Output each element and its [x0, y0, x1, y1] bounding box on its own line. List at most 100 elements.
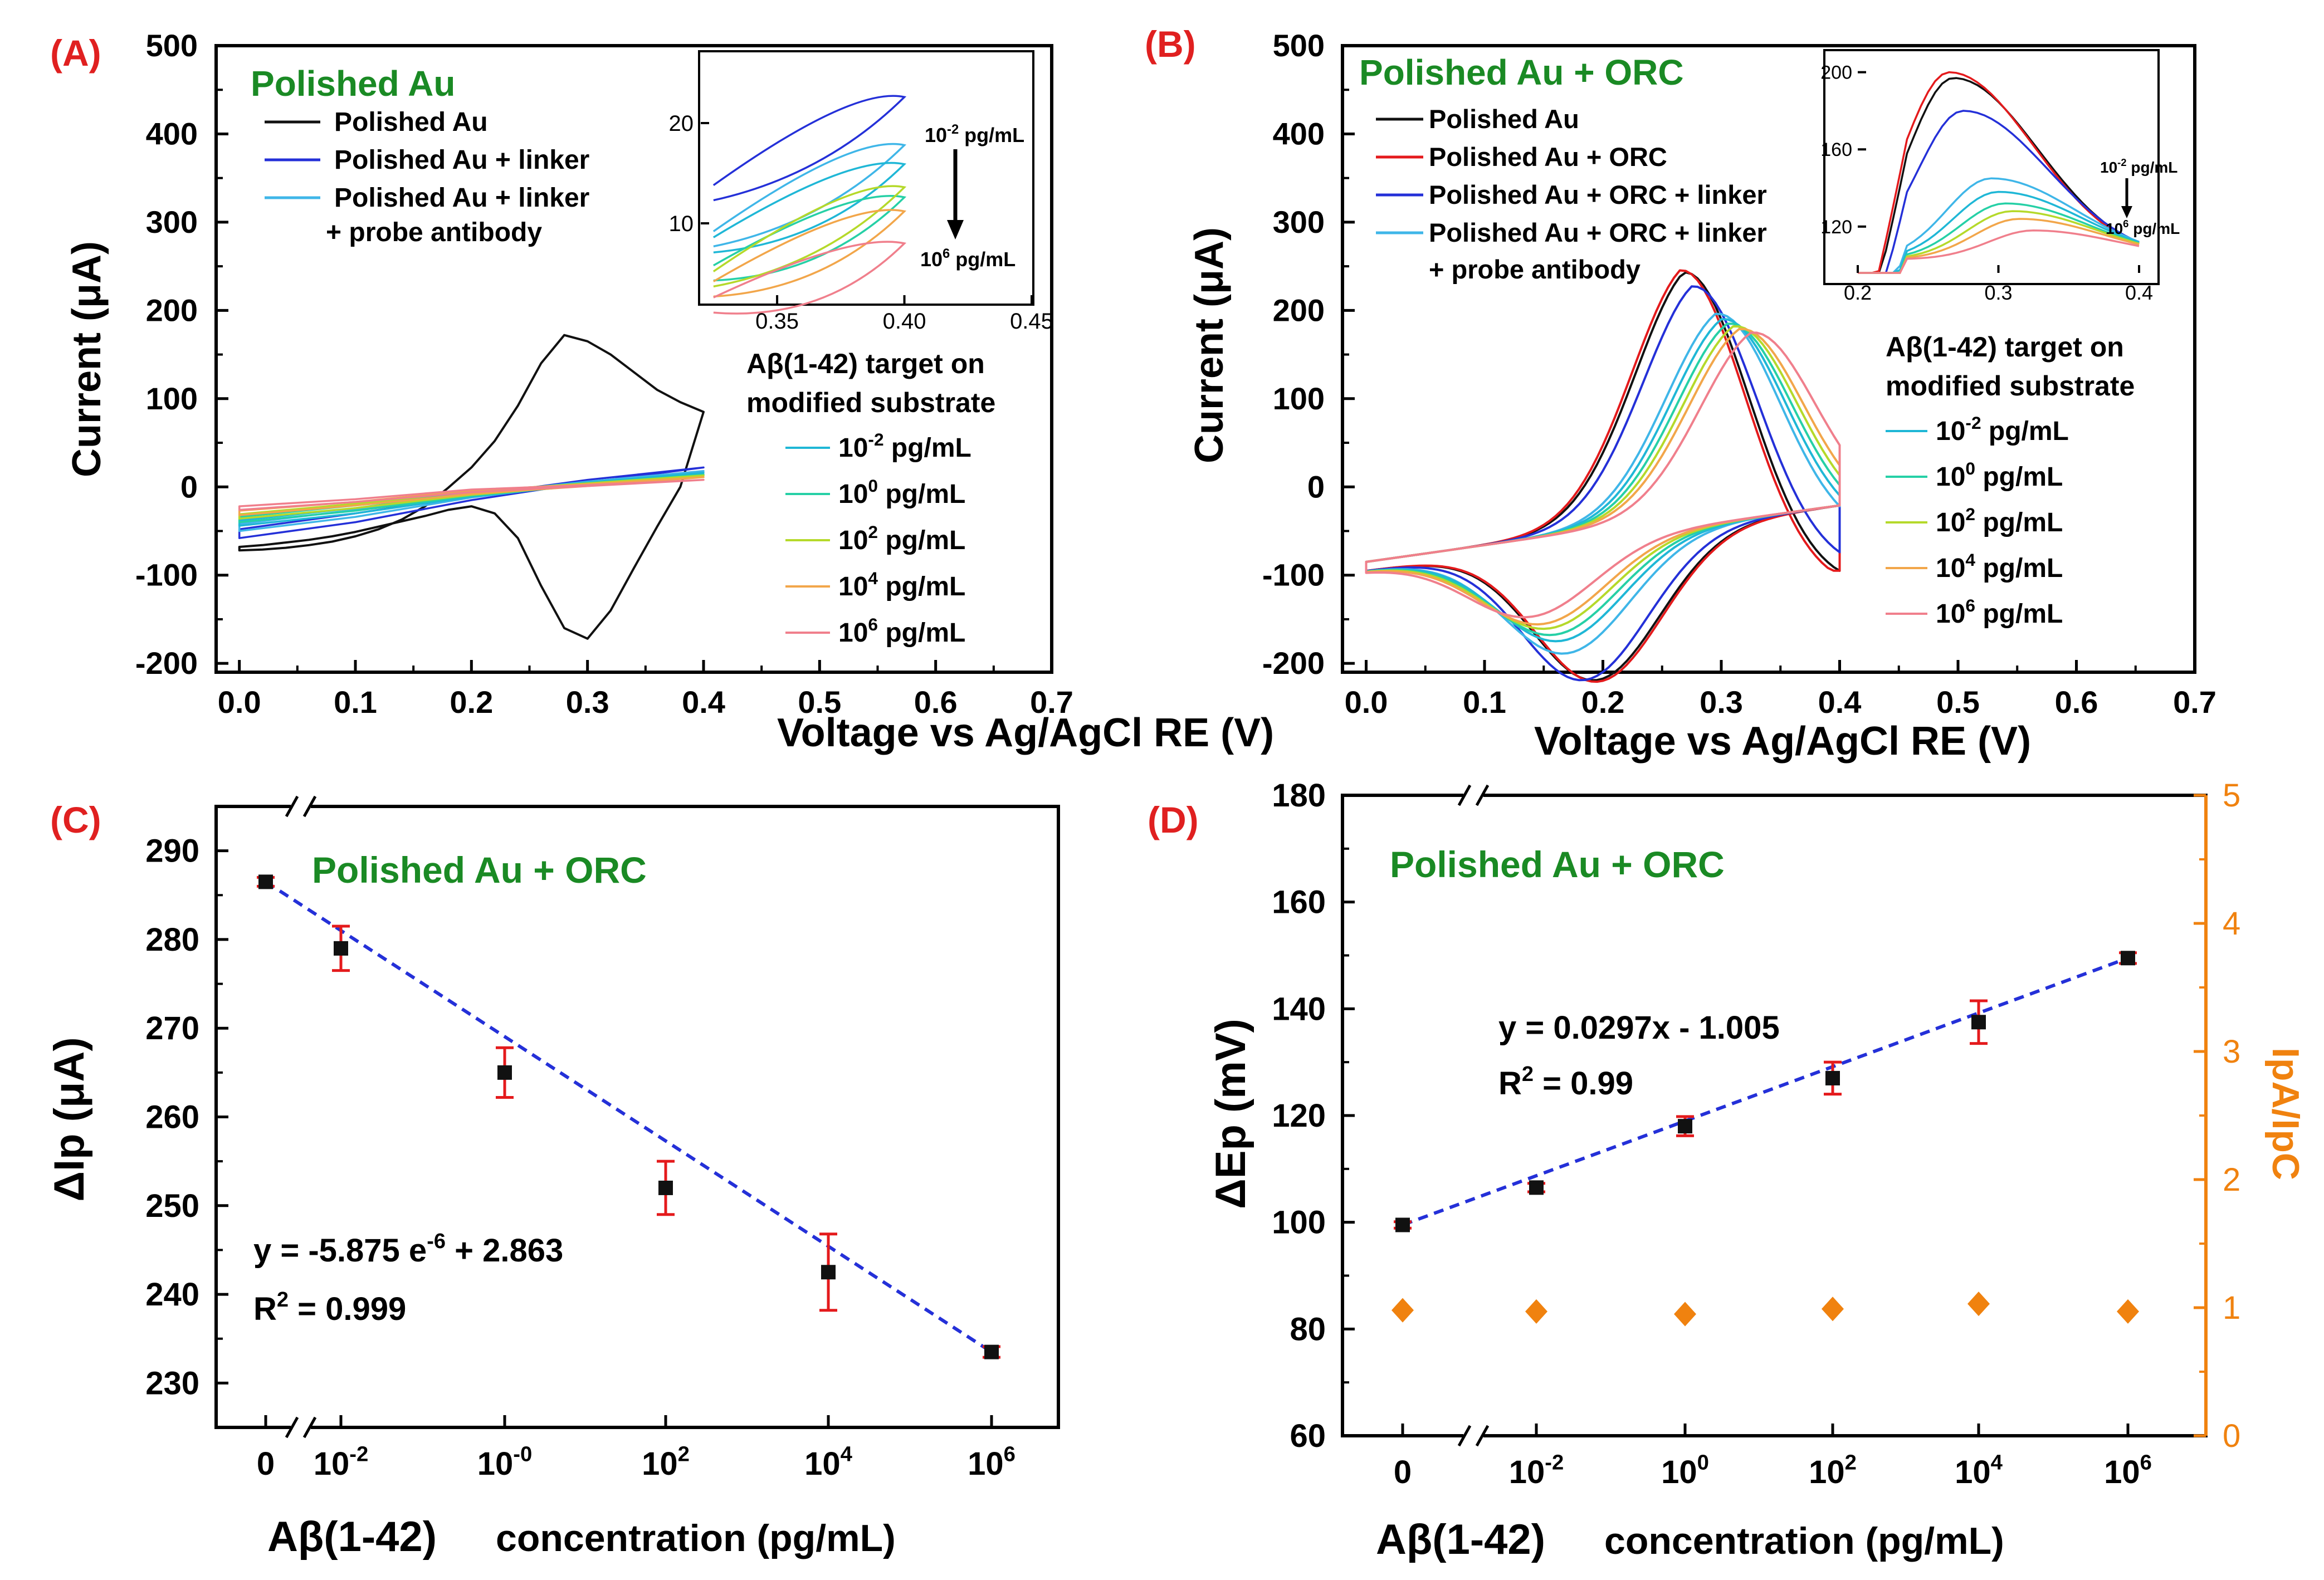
panel-d-axes: 60 80 100 120 140 160 180 0 10-2 100 102 104 106 0 1 2 3…: [1272, 777, 2240, 1490]
panel-a-xlabel: Voltage vs Ag/AgCl RE (V): [777, 711, 1274, 755]
target-title: modified substrate: [746, 387, 995, 418]
panel-b-inset-frame: [1823, 49, 2160, 285]
inset-y-tick-label: 10: [669, 212, 694, 236]
y-tick-label: 180: [1272, 777, 1326, 814]
panel-b-ylabel: Current (μA): [1187, 227, 1232, 463]
x-tick-label: 0: [257, 1446, 275, 1482]
panel-c: (C) 230 240 250 260 270 280 290 0 10-2 10-0 102 104…: [46, 795, 1060, 1561]
ratio-point: [1967, 1292, 1990, 1317]
panel-a-curves: [238, 334, 705, 640]
panel-d-frame: [1341, 794, 2208, 1437]
panel-d-r2: R2 = 0.99: [1498, 1063, 1633, 1102]
x-tick-label: 0.2: [450, 684, 493, 720]
inset-arrow-top-label: 10-2 pg/mL: [2100, 156, 2177, 176]
ratio-point: [1392, 1298, 1414, 1323]
right-y-tick-label: 2: [2223, 1162, 2240, 1198]
legend-label: 100 pg/mL: [838, 476, 965, 509]
y-tick-label: 0: [180, 469, 198, 504]
inset-y-tick-label: 120: [1820, 217, 1852, 238]
inset-curve: [1858, 190, 2140, 274]
panel-d-title: Polished Au + ORC: [1390, 844, 1725, 885]
right-y-tick-label: 3: [2223, 1034, 2240, 1070]
y-tick-label: 80: [1290, 1311, 1326, 1347]
panel-c-frame: [214, 805, 1060, 1429]
legend-label: Polished Au: [1429, 104, 1579, 134]
data-point: [497, 1065, 512, 1080]
cv-curve: [238, 478, 705, 511]
legend-label: + probe antibody: [326, 218, 542, 247]
y-tick-label: -200: [1262, 645, 1325, 681]
cv-curve: [1365, 327, 1841, 626]
inset-curve: [712, 162, 907, 253]
inset-arrow-top-label: 10-2 pg/mL: [925, 122, 1024, 146]
right-y-tick-label: 5: [2223, 777, 2240, 814]
x-tick-label: 0.4: [682, 684, 725, 720]
panel-d-letter: (D): [1148, 799, 1199, 840]
inset-x-tick-label: 0.4: [2125, 281, 2153, 304]
ratio-point: [1822, 1297, 1844, 1322]
legend-label: 104 pg/mL: [1936, 550, 2063, 583]
panel-a-inset: 0.35 0.40 0.45 10 20 10-2 pg/mL 106 pg/mL: [669, 95, 1053, 334]
legend-label: 102 pg/mL: [1936, 504, 2063, 537]
panel-b-inset: 0.2 0.3 0.4 120 160 200 10-2 pg/mL 106 pg/mL: [1820, 62, 2180, 304]
y-tick-label: 140: [1272, 991, 1326, 1027]
target-title: modified substrate: [1886, 370, 2135, 402]
legend-label: 10-2 pg/mL: [838, 429, 971, 463]
panel-b-frame: [1341, 44, 2196, 674]
data-point: [1395, 1217, 1410, 1232]
data-point: [1529, 1180, 1544, 1195]
y-tick-label: -200: [135, 645, 198, 681]
panel-b-target-legend: Aβ(1-42) target on modified substrate 10-2…: [1886, 331, 2135, 629]
axis-break-mark: [1475, 784, 1490, 806]
y-tick-label: 160: [1272, 884, 1326, 921]
y-tick-label: -100: [135, 557, 198, 593]
y-tick-label: 250: [145, 1188, 199, 1224]
x-tick-label: 0.5: [1936, 684, 1980, 720]
axis-break-mark: [1457, 1425, 1472, 1447]
panel-c-xlabel-a: Aβ(1-42): [267, 1513, 437, 1561]
right-y-tick-label: 1: [2223, 1290, 2240, 1326]
panel-a-frame: [214, 44, 1053, 674]
inset-curve: [1858, 177, 2140, 274]
legend-label: 100 pg/mL: [1936, 458, 2063, 492]
inset-curve: [712, 195, 907, 282]
legend-label: Polished Au + ORC + linker: [1429, 218, 1767, 247]
inset-arrow-head: [2121, 206, 2132, 218]
cv-curve: [238, 466, 705, 539]
y-tick-label: 60: [1290, 1418, 1326, 1454]
y-tick-label: 230: [145, 1365, 199, 1401]
panel-c-ylabel: ΔIp (μA): [46, 1037, 93, 1201]
right-y-tick-label: 4: [2223, 906, 2240, 942]
panel-b-axes: 0.0 0.1 0.2 0.3 0.4 0.5 0.6 0.7 -200 -100 0 100 200 3…: [1262, 28, 2216, 720]
data-point: [1971, 1015, 1986, 1030]
y-tick-label: 500: [1273, 28, 1325, 63]
axis-break-mark: [285, 795, 299, 818]
panel-d-points: [1392, 951, 2139, 1327]
x-tick-label: 0.1: [1463, 684, 1506, 720]
x-tick-label: 0.1: [334, 684, 377, 720]
axis-break-mark: [302, 1416, 317, 1439]
x-tick-label: 0.6: [914, 684, 958, 720]
axis-break-mark: [1457, 784, 1472, 806]
fit-line: [265, 880, 993, 1354]
inset-curve: [1858, 229, 2140, 274]
y-tick-label: 400: [146, 116, 198, 151]
x-tick-label: 0.3: [566, 684, 609, 720]
x-tick-label: 106: [968, 1442, 1015, 1482]
inset-curve: [1858, 71, 2140, 274]
data-point: [984, 1344, 999, 1359]
panel-d-xlabel-a: Aβ(1-42): [1376, 1516, 1545, 1563]
panel-a-letter: (A): [50, 32, 101, 74]
legend-label: Polished Au + linker: [334, 183, 589, 213]
legend-label: Polished Au + ORC: [1429, 142, 1667, 172]
x-tick-label: 104: [1955, 1451, 2003, 1490]
y-tick-label: 120: [1272, 1098, 1326, 1134]
x-tick-label: 0.4: [1818, 684, 1862, 720]
x-tick-label: 0.6: [2055, 684, 2098, 720]
inset-x-tick-label: 0.40: [883, 309, 926, 334]
ratio-point: [1674, 1302, 1696, 1327]
panel-a-legend: Polished Au Polished Au + linker Polished …: [265, 107, 589, 247]
panel-c-points: [257, 874, 1000, 1359]
data-point: [2121, 951, 2135, 966]
x-tick-label: 10-2: [1509, 1451, 1564, 1490]
